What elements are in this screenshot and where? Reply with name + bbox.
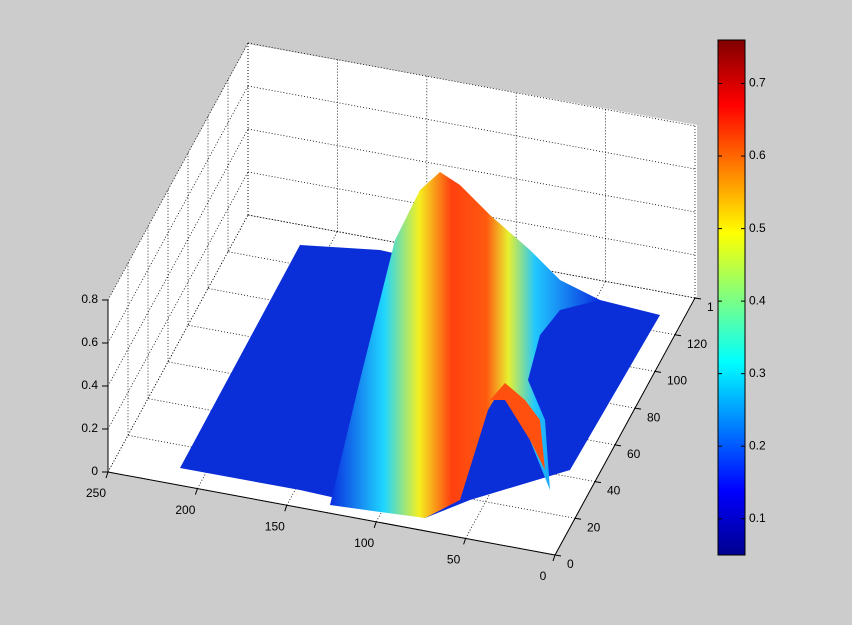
grid-line bbox=[247, 128, 696, 213]
y-tick bbox=[614, 444, 622, 447]
colorbar-tick-label: 0.4 bbox=[749, 293, 766, 307]
grid-line bbox=[107, 214, 249, 473]
y-tick bbox=[674, 334, 682, 337]
y-axis bbox=[554, 297, 696, 556]
y-tick bbox=[654, 370, 662, 373]
surface bbox=[180, 172, 660, 518]
y-tick-label: 60 bbox=[627, 447, 641, 461]
grid-line bbox=[247, 85, 696, 170]
grid-line bbox=[107, 42, 249, 301]
grid-line bbox=[107, 171, 249, 430]
surface-ridge-fold bbox=[490, 383, 545, 470]
x-tick-label: 50 bbox=[447, 553, 461, 567]
grid-line bbox=[107, 128, 249, 387]
x-tick-label: 150 bbox=[265, 519, 285, 533]
grid-line bbox=[107, 85, 249, 344]
z-tick-label: 0.2 bbox=[81, 421, 98, 435]
colorbar bbox=[717, 39, 746, 556]
y-tick-label: 40 bbox=[607, 484, 621, 498]
x-tick bbox=[194, 488, 198, 495]
x-tick bbox=[105, 471, 109, 479]
y-tick bbox=[574, 517, 582, 520]
y-tick-label: 1 bbox=[707, 300, 714, 314]
colorbar-tick-label: 0.1 bbox=[749, 511, 766, 525]
x-tick bbox=[552, 554, 556, 562]
z-tick-label: 0.8 bbox=[81, 292, 98, 306]
grid-line bbox=[247, 214, 696, 299]
grid-line bbox=[247, 42, 696, 127]
colorbar-tick-label: 0.2 bbox=[749, 438, 766, 452]
y-tick-label: 100 bbox=[667, 374, 687, 388]
z-tick-label: 0 bbox=[91, 464, 98, 478]
y-tick-label: 0 bbox=[567, 557, 574, 571]
x-axis bbox=[107, 471, 556, 556]
x-tick-label: 0 bbox=[540, 569, 547, 583]
y-tick-label: 80 bbox=[647, 410, 661, 424]
y-tick-label: 20 bbox=[587, 520, 601, 534]
x-tick-label: 250 bbox=[86, 486, 106, 500]
x-tick bbox=[284, 505, 288, 512]
colorbar-tick-label: 0.6 bbox=[749, 148, 766, 162]
y-tick-label: 120 bbox=[687, 337, 707, 351]
x-tick bbox=[373, 521, 377, 528]
z-tick-label: 0.6 bbox=[81, 335, 98, 349]
colorbar-tick-label: 0.7 bbox=[749, 76, 766, 90]
x-tick-label: 200 bbox=[175, 503, 195, 517]
colorbar-tick-label: 0.3 bbox=[749, 366, 766, 380]
y-tick bbox=[694, 297, 702, 300]
x-tick bbox=[463, 538, 467, 545]
grid-line bbox=[247, 171, 696, 256]
z-tick-label: 0.4 bbox=[81, 378, 98, 392]
x-tick-label: 100 bbox=[354, 536, 374, 550]
y-tick bbox=[634, 407, 642, 410]
y-tick bbox=[554, 554, 562, 557]
colorbar-tick-label: 0.5 bbox=[749, 221, 766, 235]
y-tick bbox=[594, 481, 602, 484]
